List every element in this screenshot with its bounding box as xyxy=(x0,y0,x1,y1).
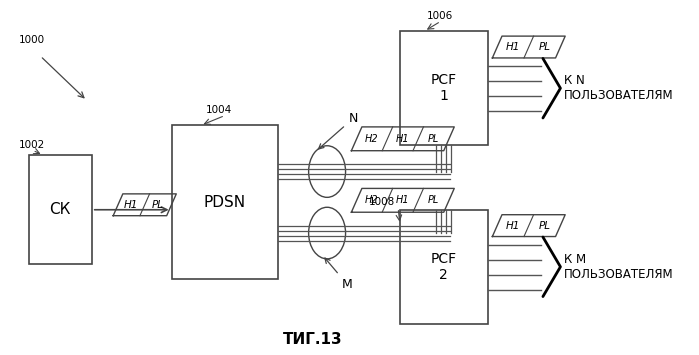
Text: 1002: 1002 xyxy=(19,140,45,150)
Text: N: N xyxy=(319,112,358,149)
Text: PL: PL xyxy=(539,220,551,231)
Text: H1: H1 xyxy=(506,220,520,231)
Text: PL: PL xyxy=(428,195,439,205)
Text: СК: СК xyxy=(50,202,71,217)
Text: ΤИГ.13: ΤИГ.13 xyxy=(282,332,343,347)
Bar xyxy=(400,31,487,145)
Text: H1: H1 xyxy=(396,195,410,205)
Bar xyxy=(29,155,92,264)
Text: M: M xyxy=(325,258,352,291)
Text: 1006: 1006 xyxy=(427,11,454,21)
Text: PCF
2: PCF 2 xyxy=(431,252,457,282)
Text: H2: H2 xyxy=(365,134,379,144)
Text: PL: PL xyxy=(152,200,164,210)
Text: 1004: 1004 xyxy=(206,104,232,115)
Bar xyxy=(400,210,487,324)
Text: PDSN: PDSN xyxy=(204,195,246,210)
Text: PL: PL xyxy=(539,42,551,52)
Text: К М
ПОЛЬЗОВАТЕЛЯМ: К М ПОЛЬЗОВАТЕЛЯМ xyxy=(564,253,674,281)
Text: PL: PL xyxy=(428,134,439,144)
Text: 1008: 1008 xyxy=(369,197,395,207)
Text: PCF
1: PCF 1 xyxy=(431,73,457,103)
Bar xyxy=(171,125,278,279)
Text: H2: H2 xyxy=(365,195,379,205)
Text: К N
ПОЛЬЗОВАТЕЛЯМ: К N ПОЛЬЗОВАТЕЛЯМ xyxy=(564,74,674,102)
Text: H1: H1 xyxy=(124,200,138,210)
Text: H1: H1 xyxy=(506,42,520,52)
Text: 1000: 1000 xyxy=(19,35,45,45)
Text: H1: H1 xyxy=(396,134,410,144)
